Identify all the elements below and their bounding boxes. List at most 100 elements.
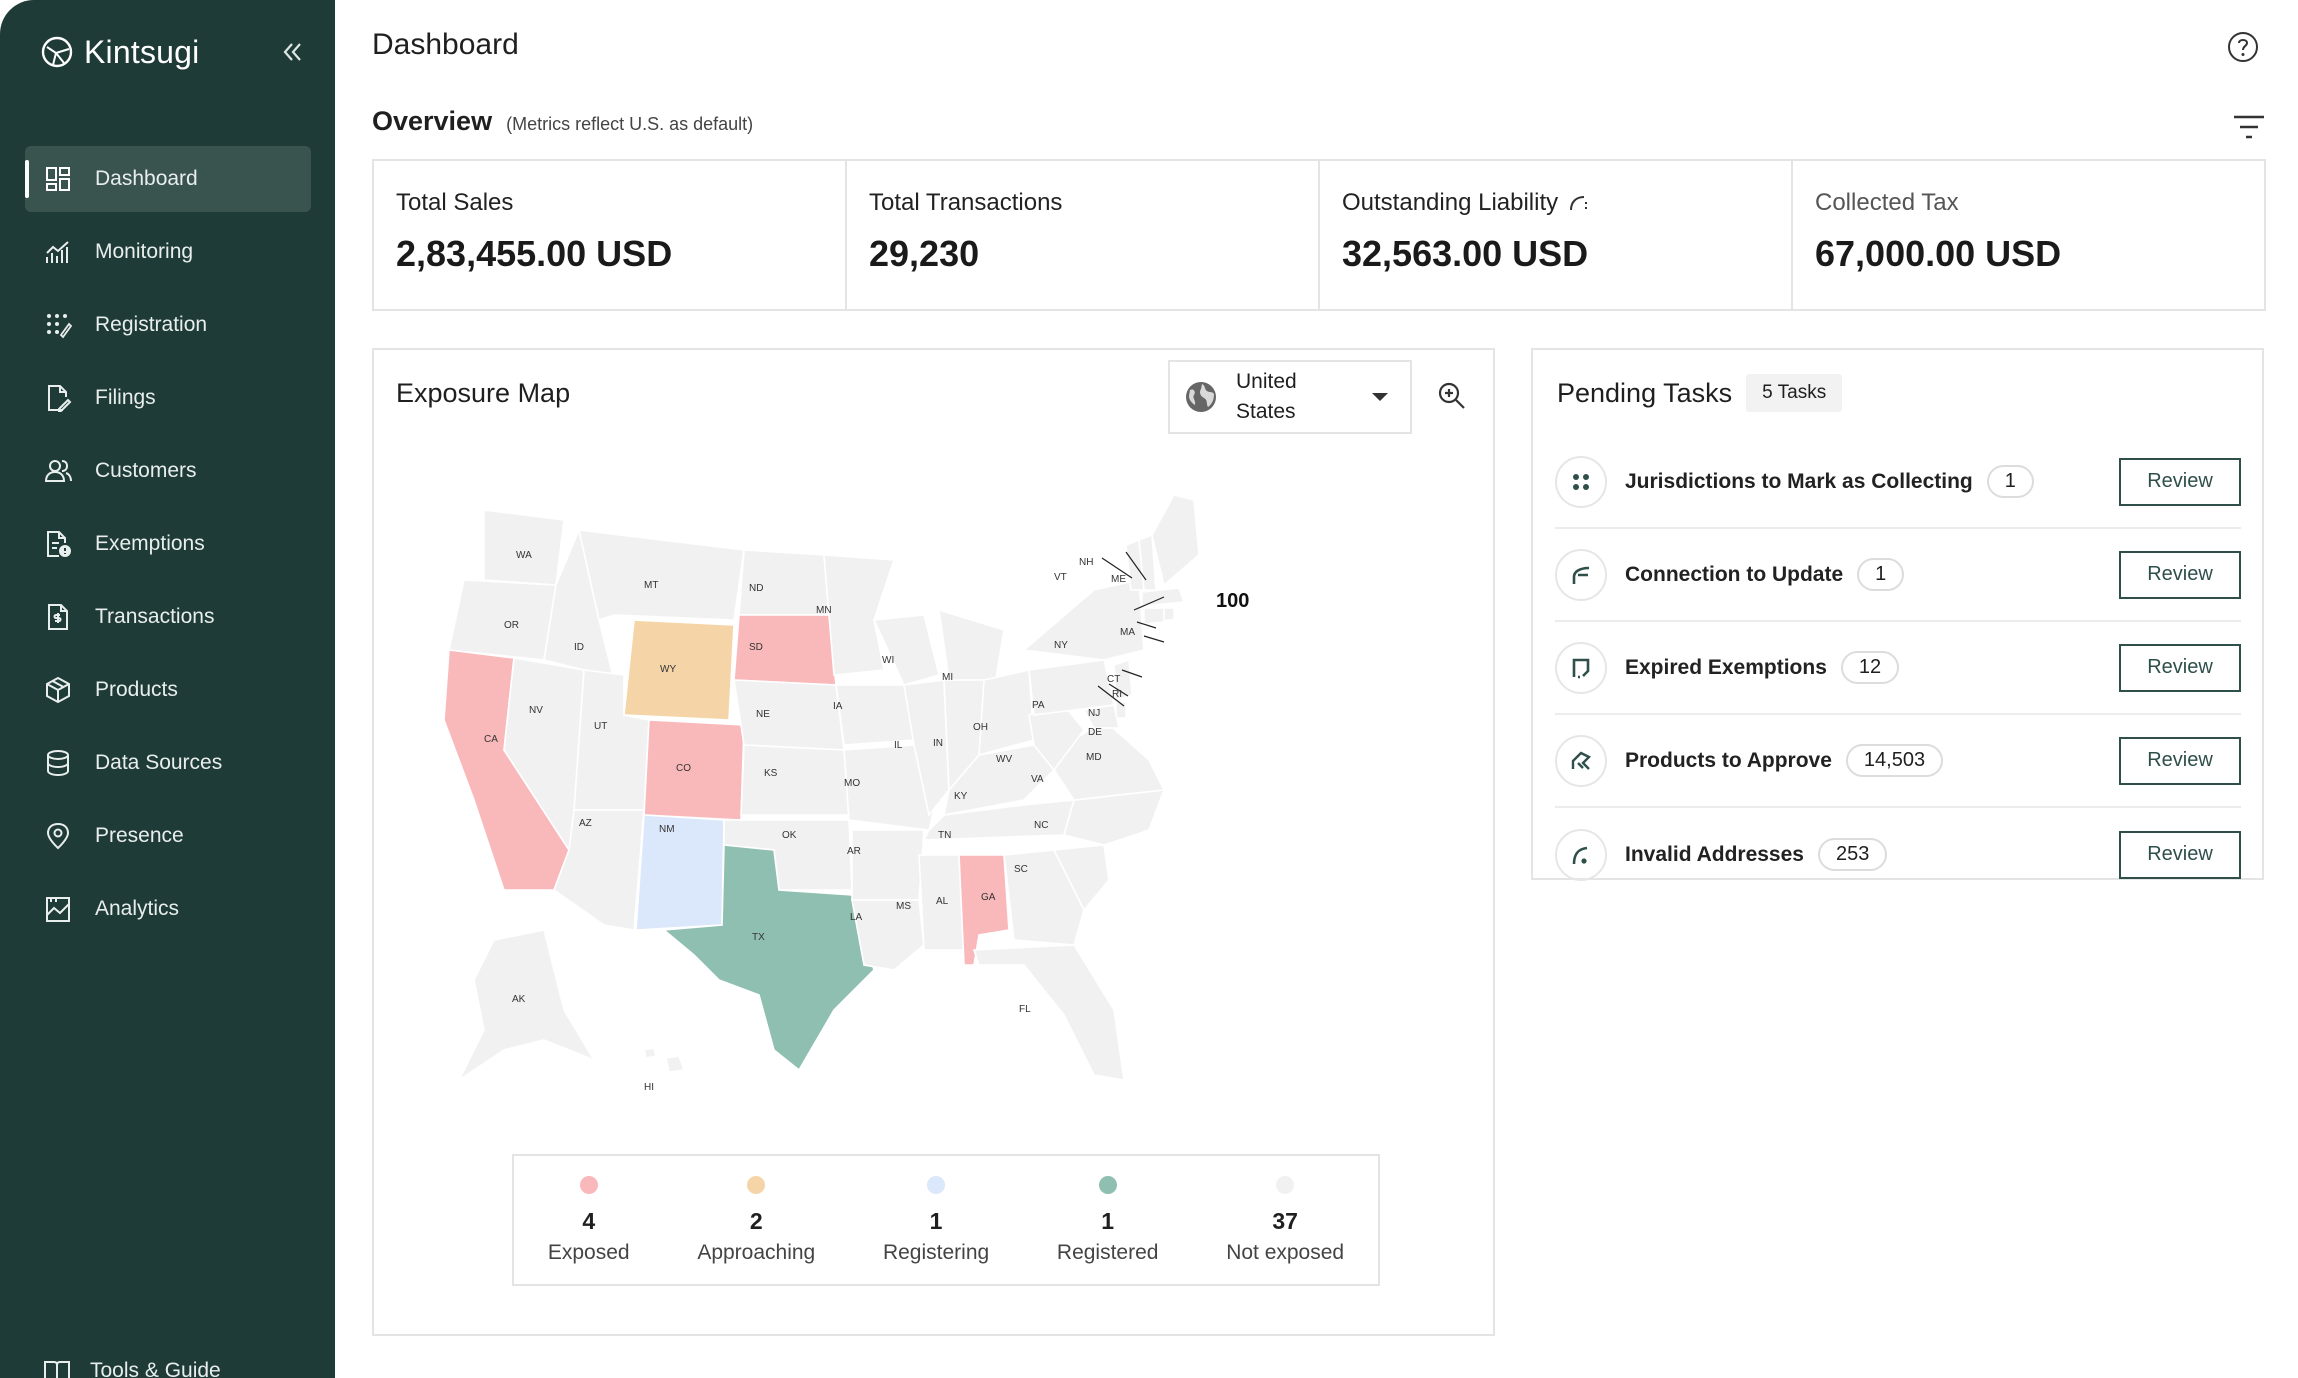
state-label: TN <box>938 830 951 841</box>
sidebar-item-dashboard[interactable]: Dashboard <box>25 146 311 212</box>
state-label: AL <box>936 896 949 907</box>
state-ri[interactable] <box>1163 607 1175 621</box>
gauge-icon[interactable] <box>1568 192 1590 214</box>
analytics-icon <box>43 894 73 924</box>
task-label: Products to Approve <box>1625 748 1832 772</box>
exposure-map-card: Exposure Map United States <box>372 348 1495 1336</box>
legend-dot <box>1276 1175 1295 1194</box>
state-md[interactable] <box>1082 704 1120 729</box>
task-row-products-approve: Products to Approve 14,503 Review <box>1555 715 2241 808</box>
country-line-1: United <box>1236 370 1297 393</box>
state-il[interactable] <box>903 679 950 817</box>
state-label: CA <box>484 734 498 745</box>
state-sc[interactable] <box>1052 844 1110 912</box>
state-label: MD <box>1086 752 1102 763</box>
country-select[interactable]: United States <box>1168 360 1412 434</box>
country-line-2: States <box>1236 400 1296 423</box>
state-hi[interactable] <box>643 1047 686 1073</box>
state-wy[interactable] <box>623 619 735 721</box>
cluster-count-label: 100 <box>1216 590 1249 612</box>
state-label: VA <box>1031 774 1044 785</box>
book-icon <box>42 1356 72 1378</box>
state-ia[interactable] <box>835 684 915 746</box>
state-me[interactable] <box>1151 494 1200 587</box>
filings-icon <box>43 383 73 413</box>
state-label: OK <box>782 830 797 841</box>
review-button[interactable]: Review <box>2119 830 2241 879</box>
state-mt[interactable] <box>577 529 745 622</box>
sidebar-item-label: Data Sources <box>95 751 223 774</box>
legend-label: Exposed <box>547 1240 630 1264</box>
review-button[interactable]: Review <box>2119 457 2241 506</box>
review-button[interactable]: Review <box>2119 643 2241 692</box>
metric-value: 2,83,455.00 USD <box>396 233 673 274</box>
us-exposure-map: WA OR CA NV ID MT WY UT AZ CO NM ND SD N… <box>443 494 1249 1093</box>
state-nm[interactable] <box>635 814 725 931</box>
state-mo[interactable] <box>843 744 935 831</box>
brand[interactable]: Kintsugi <box>40 30 199 74</box>
state-label: WA <box>516 550 532 561</box>
zoom-in-icon[interactable] <box>1436 380 1468 412</box>
legend-item-registered: 1 Registered <box>1057 1175 1158 1265</box>
sidebar-item-tools-guide[interactable]: Tools & Guide <box>42 1356 221 1378</box>
state-fl[interactable] <box>972 944 1125 1081</box>
task-label: Jurisdictions to Mark as Collecting <box>1625 469 1973 493</box>
metric-label-row: Outstanding Liability <box>1342 189 1769 217</box>
sidebar-item-label: Dashboard <box>95 167 198 190</box>
state-ne[interactable] <box>733 679 845 751</box>
state-label: OR <box>504 620 519 631</box>
help-icon[interactable] <box>2226 30 2260 64</box>
metric-label: Total Sales <box>396 189 514 216</box>
state-or[interactable] <box>448 579 557 661</box>
legend-dot <box>747 1175 766 1194</box>
overview-note: (Metrics reflect U.S. as default) <box>506 114 754 134</box>
sidebar-item-registration[interactable]: Registration <box>25 292 311 358</box>
sidebar-item-monitoring[interactable]: Monitoring <box>25 219 311 285</box>
sidebar-item-label: Monitoring <box>95 240 194 263</box>
sidebar: Kintsugi Dashboard Monitoring Registrati… <box>0 0 335 1378</box>
state-label: CT <box>1107 674 1120 685</box>
legend-item-not-exposed: 37 Not exposed <box>1226 1175 1344 1265</box>
state-co[interactable] <box>643 719 745 821</box>
review-button[interactable]: Review <box>2119 736 2241 785</box>
metric-outstanding-liability: Outstanding Liability 32,563.00 USD <box>1320 161 1793 309</box>
state-tx[interactable] <box>661 844 875 1072</box>
state-label: WI <box>882 655 894 666</box>
state-mn[interactable] <box>823 554 896 676</box>
brand-name: Kintsugi <box>84 33 200 70</box>
metric-total-sales: Total Sales 2,83,455.00 USD <box>374 161 847 309</box>
state-ar[interactable] <box>851 829 925 901</box>
review-button[interactable]: Review <box>2119 550 2241 599</box>
sidebar-item-products[interactable]: Products <box>25 657 311 723</box>
state-nc[interactable] <box>1063 789 1166 846</box>
state-oh[interactable] <box>978 669 1035 757</box>
state-la[interactable] <box>851 899 925 971</box>
collapse-sidebar-icon[interactable] <box>276 36 308 68</box>
sidebar-item-analytics[interactable]: Analytics <box>25 876 311 942</box>
sidebar-item-exemptions[interactable]: Exemptions <box>25 511 311 577</box>
sidebar-item-presence[interactable]: Presence <box>25 803 311 869</box>
legend-label: Approaching <box>697 1240 816 1264</box>
state-ak[interactable] <box>456 929 596 1083</box>
state-ga[interactable] <box>1003 849 1085 946</box>
state-wi[interactable] <box>872 614 940 686</box>
state-label: ND <box>749 583 763 594</box>
sidebar-item-data-sources[interactable]: Data Sources <box>25 730 311 796</box>
legend-item-approaching: 2 Approaching <box>697 1175 816 1265</box>
state-ny[interactable] <box>1022 579 1145 661</box>
legend-item-exposed: 4 Exposed <box>547 1175 630 1265</box>
state-label: NM <box>659 824 675 835</box>
sidebar-item-transactions[interactable]: Transactions <box>25 584 311 650</box>
filter-icon[interactable] <box>2232 112 2266 142</box>
expired-document-icon <box>1555 641 1607 694</box>
state-ct[interactable] <box>1143 607 1165 625</box>
transactions-icon <box>43 602 73 632</box>
sidebar-item-filings[interactable]: Filings <box>25 365 311 431</box>
legend-dot <box>927 1175 946 1194</box>
state-wa[interactable] <box>483 509 565 586</box>
legend-count: 4 <box>582 1207 596 1234</box>
state-ks[interactable] <box>740 744 850 816</box>
legend-dot <box>579 1175 598 1194</box>
legend-count: 1 <box>1101 1207 1115 1234</box>
sidebar-item-customers[interactable]: Customers <box>25 438 311 504</box>
